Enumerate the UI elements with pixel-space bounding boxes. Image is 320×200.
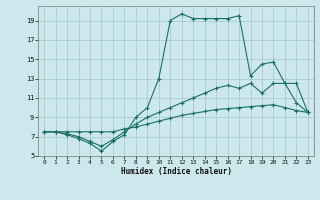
X-axis label: Humidex (Indice chaleur): Humidex (Indice chaleur) (121, 167, 231, 176)
